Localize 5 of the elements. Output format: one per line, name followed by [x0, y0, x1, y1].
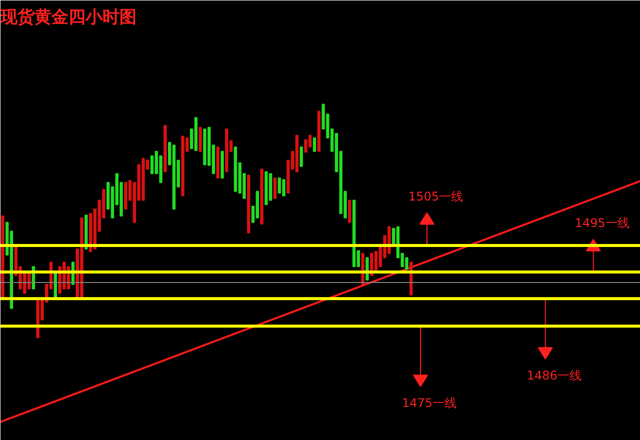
- ref-line-label: 1505一线: [408, 189, 463, 204]
- ref-line-label: 1495一线: [574, 216, 630, 230]
- chart-title: 现货黄金四小时图: [0, 8, 136, 28]
- ref-line-label: 1475一线: [402, 396, 457, 410]
- ref-line-label: 1486一线: [526, 368, 582, 382]
